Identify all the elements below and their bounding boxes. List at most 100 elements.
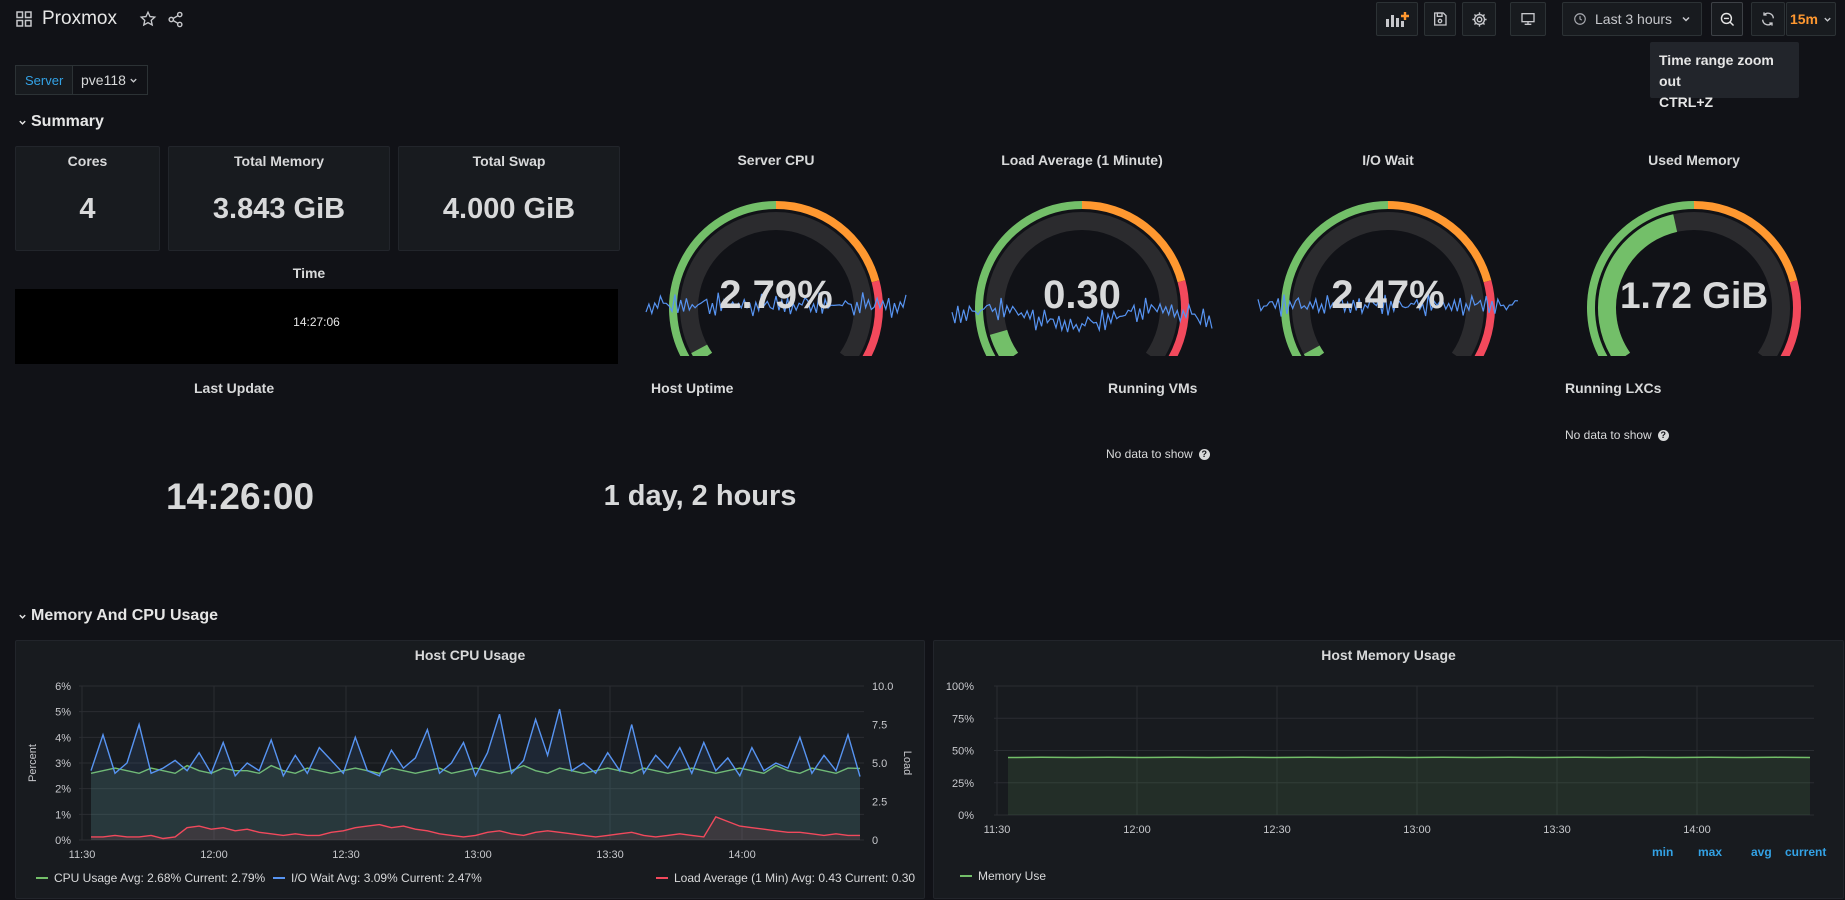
y-tick-label: 6%: [55, 681, 71, 693]
row-summary[interactable]: Summary: [18, 113, 104, 131]
x-tick-label: 12:30: [332, 849, 360, 861]
clock-value: 14:27:06: [15, 315, 618, 329]
stat-value: 4: [16, 193, 159, 226]
y-tick-label: 50%: [952, 746, 974, 758]
x-tick-label: 13:00: [1403, 824, 1431, 836]
gauge-value: 1.72 GiB: [1620, 275, 1768, 316]
dashboard-settings-button[interactable]: [1462, 2, 1496, 36]
gauge-value: 0.30: [1043, 273, 1121, 317]
y-tick-label: 1%: [55, 809, 71, 821]
refresh-interval-picker[interactable]: 15m: [1786, 2, 1836, 36]
panel-title: Total Swap: [399, 153, 619, 169]
gauge-value: 2.47%: [1331, 273, 1444, 317]
y2-tick-label: 10.0: [872, 681, 893, 693]
y2-tick-label: 0: [872, 835, 878, 847]
refresh-button[interactable]: [1751, 2, 1785, 36]
legend-text: I/O Wait Avg: 3.09% Current: 2.47%: [291, 871, 482, 885]
save-dashboard-button[interactable]: [1424, 2, 1456, 36]
y-tick-label: 100%: [946, 681, 974, 693]
gauge-svg: 0.30: [932, 146, 1232, 356]
save-icon: [1432, 11, 1448, 27]
panel-running-lxcs-title: Running LXCs: [1565, 380, 1661, 396]
dashboard-title[interactable]: Proxmox: [42, 8, 117, 30]
y-tick-label: 3%: [55, 758, 71, 770]
clock-icon: [1573, 12, 1587, 26]
monitor-icon: [1520, 11, 1536, 27]
x-tick-label: 11:30: [69, 849, 96, 861]
legend-load-average[interactable]: Load Average (1 Min) Avg: 0.43 Current: …: [656, 871, 915, 885]
nodata-text: No data to show: [1565, 428, 1652, 442]
y2-tick-label: 7.5: [872, 720, 887, 732]
legend-text: CPU Usage Avg: 2.68% Current: 2.79%: [54, 871, 265, 885]
legend-io-wait[interactable]: I/O Wait Avg: 3.09% Current: 2.47%: [273, 871, 482, 885]
y2-tick-label: 2.5: [872, 797, 887, 809]
legend-cpu-usage[interactable]: CPU Usage Avg: 2.68% Current: 2.79%: [36, 871, 265, 885]
legend-header-min[interactable]: min: [1652, 845, 1673, 859]
x-tick-label: 14:00: [1683, 824, 1711, 836]
share-icon[interactable]: [167, 11, 184, 28]
x-tick-label: 13:30: [1543, 824, 1571, 836]
x-tick-label: 12:00: [1123, 824, 1151, 836]
zoom-out-button[interactable]: [1711, 2, 1743, 36]
panel-last-update-title: Last Update: [194, 380, 274, 396]
help-icon[interactable]: ?: [1199, 449, 1210, 460]
y2-axis-label: Load: [901, 751, 913, 775]
server-variable-select[interactable]: pve118: [72, 65, 148, 95]
host-uptime-value: 1 day, 2 hours: [500, 480, 900, 513]
nodata-text: No data to show: [1106, 447, 1193, 461]
add-panel-button[interactable]: [1376, 2, 1418, 36]
running-lxcs-nodata: No data to show ?: [1565, 428, 1669, 442]
x-tick-label: 13:30: [596, 849, 624, 861]
row-memory-cpu[interactable]: Memory And CPU Usage: [18, 607, 218, 625]
legend-text: Memory Use: [978, 869, 1046, 883]
tooltip-shortcut: CTRL+Z: [1659, 92, 1790, 113]
panel-title: Total Memory: [169, 153, 389, 169]
star-icon[interactable]: [139, 10, 157, 28]
x-tick-label: 12:30: [1263, 824, 1291, 836]
dashboards-grid-icon[interactable]: [16, 11, 32, 27]
tooltip-title: Time range zoom out: [1659, 50, 1790, 92]
refresh-interval-label: 15m: [1790, 11, 1818, 27]
panel-total-memory: Total Memory 3.843 GiB: [168, 146, 390, 251]
gauge-value-fill: [1312, 350, 1317, 356]
y-tick-label: 4%: [55, 732, 71, 744]
legend-header-avg[interactable]: avg: [1751, 845, 1772, 859]
legend-swatch: [273, 877, 285, 879]
row-summary-title: Summary: [31, 113, 104, 131]
x-tick-label: 13:00: [464, 849, 492, 861]
x-tick-label: 11:30: [984, 824, 1011, 836]
y2-tick-label: 5.0: [872, 758, 887, 770]
refresh-icon: [1760, 11, 1776, 27]
gauge-value-fill: [998, 332, 1010, 356]
time-range-picker[interactable]: Last 3 hours: [1562, 2, 1702, 36]
y-tick-label: 75%: [952, 713, 974, 725]
legend-text: Load Average (1 Min) Avg: 0.43 Current: …: [674, 871, 915, 885]
y-tick-label: 25%: [952, 778, 974, 790]
legend-memory-use[interactable]: Memory Use: [960, 869, 1046, 883]
legend-header-max[interactable]: max: [1698, 845, 1722, 859]
legend-swatch: [36, 877, 48, 879]
top-bar: Proxmox Last 3 hours 15m: [0, 0, 1845, 40]
add-panel-icon: [1384, 10, 1410, 28]
x-tick-label: 14:00: [728, 849, 756, 861]
running-vms-nodata: No data to show ?: [1106, 447, 1210, 461]
tv-mode-button[interactable]: [1510, 2, 1546, 36]
stat-value: 4.000 GiB: [399, 193, 619, 226]
help-icon[interactable]: ?: [1658, 430, 1669, 441]
gauge-value: 2.79%: [719, 273, 832, 317]
server-variable-value: pve118: [81, 72, 126, 88]
time-range-label: Last 3 hours: [1595, 11, 1672, 27]
zoom-out-tooltip: Time range zoom out CTRL+Z: [1650, 42, 1799, 98]
chevron-down-icon: [129, 76, 138, 85]
legend-header-current[interactable]: current: [1785, 845, 1826, 859]
gauge-panel: Load Average (1 Minute)0.30: [932, 146, 1232, 356]
panel-time: 14:27:06: [15, 289, 618, 364]
chevron-down-icon: [18, 612, 27, 621]
panel-time-title: Time: [15, 265, 603, 281]
